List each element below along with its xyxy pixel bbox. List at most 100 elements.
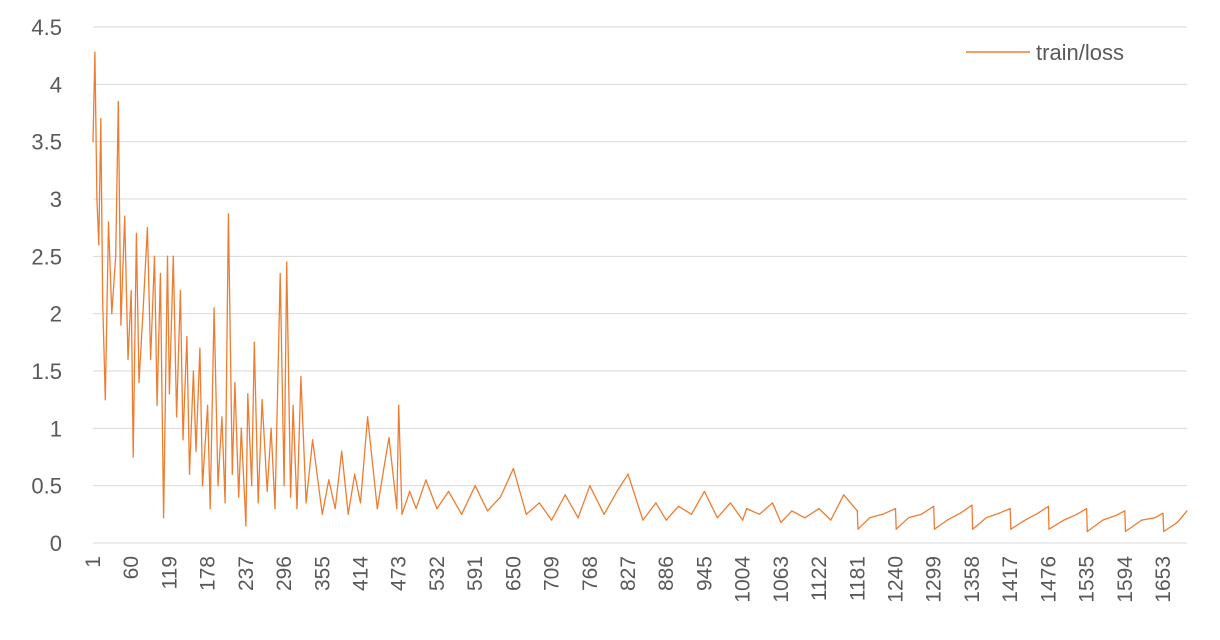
data-point [985,517,987,519]
data-point [703,490,706,492]
x-tick-label: 60 [120,556,143,579]
data-point [907,517,910,519]
y-tick-label: 2.5 [31,244,62,269]
data-point [564,494,566,496]
data-point [716,517,719,519]
data-point [115,255,117,257]
data-point [247,393,249,395]
data-point [150,358,152,361]
x-tick-label: 591 [464,556,487,591]
y-tick-label: 2 [50,302,62,327]
data-point [589,485,591,487]
data-point [245,525,247,527]
y-tick-label: 1 [50,416,62,441]
data-point [300,376,302,378]
data-point [359,502,362,504]
data-point [195,450,197,452]
data-point [436,508,438,510]
data-point [124,215,126,217]
data-point [146,227,148,229]
data-point [627,473,629,475]
data-point [920,513,923,515]
x-tick-label: 296 [273,556,296,591]
data-point [224,502,226,504]
data-point [253,341,255,343]
y-tick-label: 0 [50,531,62,556]
data-point [156,404,158,406]
x-tick-label: 119 [158,556,181,589]
data-point [603,513,605,515]
data-point [401,513,403,515]
data-point [1124,510,1126,512]
y-tick-label: 3 [50,187,62,212]
data-point [746,508,748,510]
data-point [1063,519,1065,521]
data-point [742,519,744,521]
data-point [98,244,100,246]
data-point [577,517,579,519]
data-point [231,473,233,475]
x-tick-label: 1181 [846,556,869,601]
data-point [771,502,774,504]
data-point [474,485,476,487]
x-tick-label: 1063 [770,556,793,603]
data-point [1047,505,1049,507]
data-point [127,358,129,361]
x-tick-label: 945 [693,556,716,591]
data-point [1162,512,1164,514]
data-point [163,517,165,519]
data-point [334,508,336,510]
data-point [933,528,936,530]
data-point [894,508,897,510]
data-point [328,479,330,481]
data-point [1141,519,1143,521]
data-point [104,399,106,401]
data-point [499,496,501,498]
data-point [354,473,356,475]
x-tick-label: 768 [579,556,602,591]
data-point [234,381,236,384]
data-point [1176,521,1178,524]
data-point [1124,530,1127,533]
data-point [461,513,463,515]
data-point [1048,528,1050,530]
data-point [321,513,323,515]
x-axis: 1 60 119 178 237 296 355 414 473 532 591 650 709 768 8… [82,556,1175,603]
data-point [791,510,793,512]
data-point [869,517,871,519]
data-point [286,261,288,263]
data-point [100,118,102,120]
y-tick-label: 0.5 [31,474,62,499]
data-point [153,255,156,257]
x-tick-label: 355 [311,556,334,591]
data-point [283,485,285,487]
data-point [107,221,110,223]
data-point [1115,514,1117,517]
data-point [347,513,349,515]
data-point [677,505,680,507]
data-point [96,198,98,200]
series-0 [92,51,1188,533]
data-point [1186,510,1188,512]
x-tick-label: 1653 [1152,556,1175,603]
x-tick-label: 709 [541,556,564,591]
data-point [102,301,104,303]
data-point [188,473,191,475]
x-tick-label: 1 [82,556,105,568]
data-point [186,336,188,338]
data-point [367,416,369,418]
x-tick-label: 650 [502,556,525,591]
data-point [182,439,184,441]
data-point [1024,519,1026,521]
data-point [290,496,292,498]
data-point [207,404,209,406]
data-point [257,502,259,504]
data-point [959,512,961,514]
data-point [238,496,240,498]
data-point [448,490,450,492]
data-point [341,450,343,452]
data-point [971,504,973,506]
data-point [376,508,378,510]
data-point [130,290,132,292]
